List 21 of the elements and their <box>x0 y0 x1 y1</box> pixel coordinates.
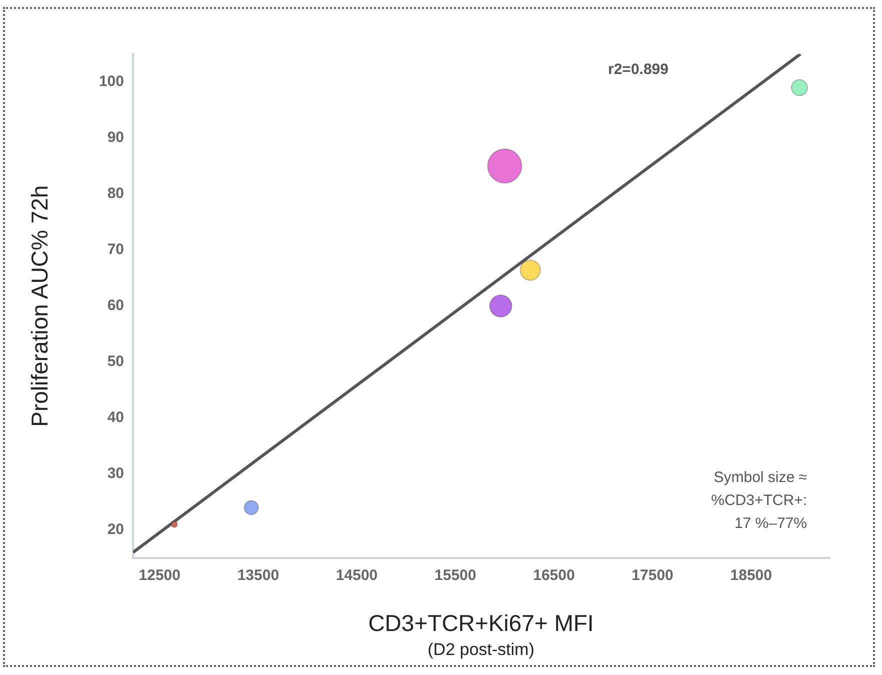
y-tick-label: 20 <box>107 521 124 538</box>
x-tick-label: 18500 <box>730 567 772 584</box>
y-tick-label: 40 <box>107 409 124 426</box>
y-tick-label: 60 <box>107 297 124 314</box>
x-tick-label: 12500 <box>138 567 180 584</box>
text: (D2 post-stim) <box>428 640 534 660</box>
y-tick-label: 100 <box>98 73 124 90</box>
y-tick-label: 50 <box>107 353 124 370</box>
x-tick-label: 13500 <box>237 567 280 584</box>
annotation: Symbol size ≈ %CD3+TCR+: 17 %–77% <box>711 468 807 534</box>
y-axis-title: Proliferation AUC% 72h <box>26 185 54 427</box>
y-tick-label: 90 <box>107 129 124 146</box>
y-tick-label: 70 <box>107 241 124 258</box>
y-tick-label: 30 <box>107 465 124 482</box>
y-tick-label: 80 <box>107 185 124 202</box>
x-tick-label: 14500 <box>336 567 378 584</box>
x-tick-label: 16500 <box>533 567 575 584</box>
x-tick-label: 17500 <box>632 567 674 584</box>
annotation: r2=0.899 <box>608 61 668 78</box>
x-axis-title: CD3+TCR+Ki67+ MFI <box>368 610 594 637</box>
x-tick-label: 15500 <box>434 567 476 584</box>
